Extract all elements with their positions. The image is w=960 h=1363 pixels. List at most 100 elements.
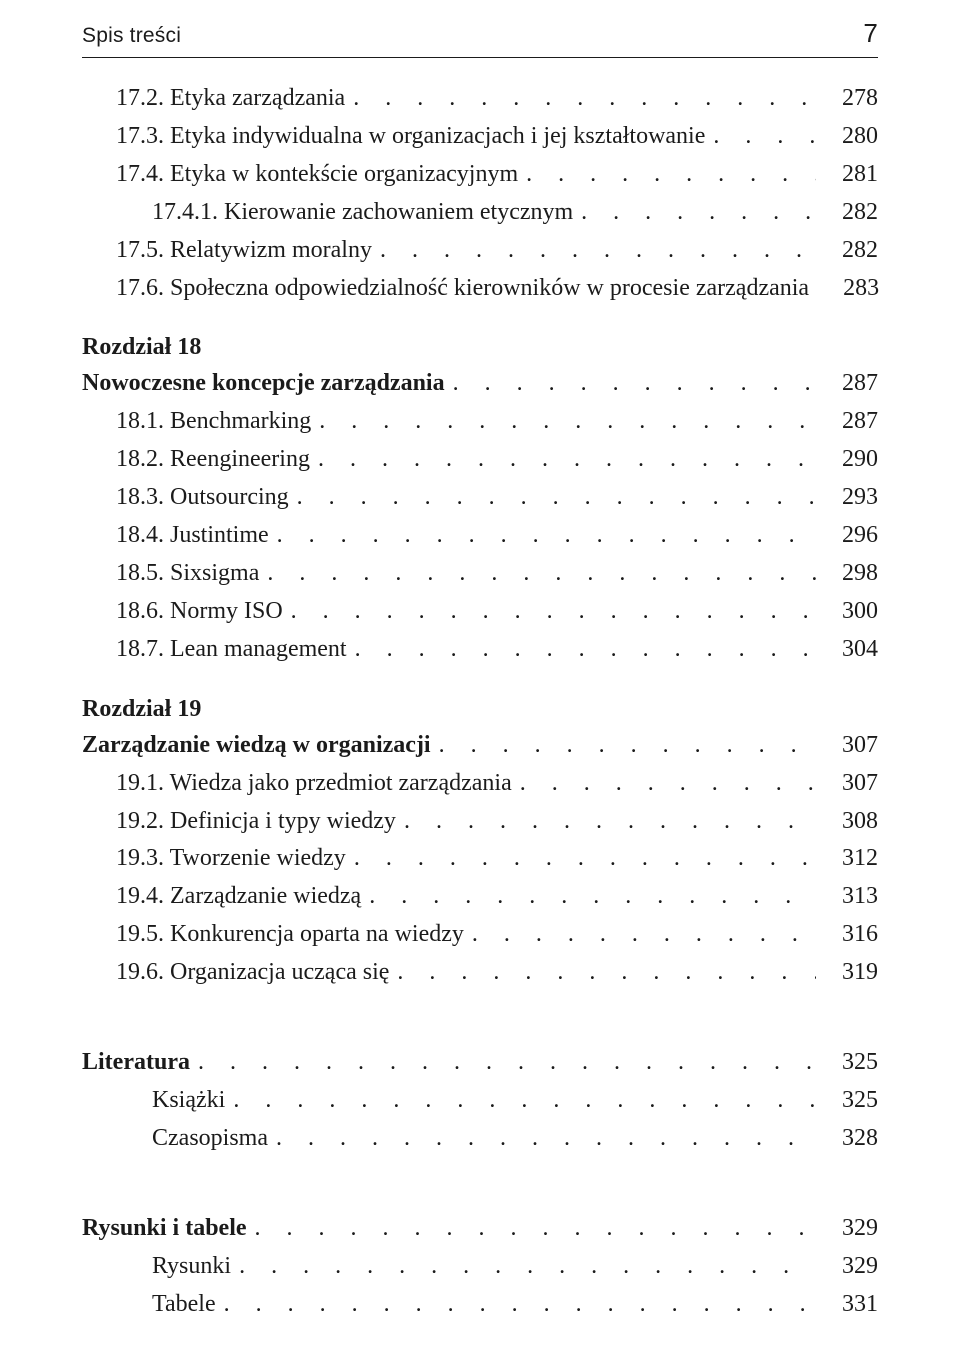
toc-entry-page: 280 xyxy=(816,118,878,156)
toc-leader-dots: . . . . . . . . . . . . . . . . . . . . … xyxy=(518,156,816,194)
toc-entry-page: 293 xyxy=(816,479,878,517)
toc-entry-label: 19.3. Tworzenie wiedzy xyxy=(116,840,346,878)
toc-block: 17.2. Etyka zarządzania. . . . . . . . .… xyxy=(82,80,878,307)
toc-entry: Rysunki. . . . . . . . . . . . . . . . .… xyxy=(82,1248,878,1286)
toc-block: Rysunki i tabele. . . . . . . . . . . . … xyxy=(82,1210,878,1324)
toc-entry-label: 18.6. Normy ISO xyxy=(116,593,283,631)
spacer xyxy=(82,1158,878,1188)
toc-entry: Czasopisma. . . . . . . . . . . . . . . … xyxy=(82,1120,878,1158)
toc-entry-label: 18.5. Sixsigma xyxy=(116,555,259,593)
toc-entry-label: Zarządzanie wiedzą w organizacji xyxy=(82,727,431,765)
toc-leader-dots: . . . . . . . . . . . . . . . . . . . . … xyxy=(268,1120,816,1158)
toc-leader-dots: . . . . . . . . . . . . . . . . . . . . … xyxy=(372,232,816,270)
toc-entry-page: 316 xyxy=(816,916,878,954)
toc-leader-dots: . . . . . . . . . . . . . . . . . . . . … xyxy=(283,593,816,631)
page: Spis treści 7 17.2. Etyka zarządzania. .… xyxy=(0,0,960,1363)
toc-entry: 18.6. Normy ISO. . . . . . . . . . . . .… xyxy=(82,593,878,631)
toc-entry-page: 300 xyxy=(816,593,878,631)
toc-entry: 17.4.1. Kierowanie zachowaniem etycznym.… xyxy=(82,194,878,232)
toc-entry-page: 313 xyxy=(816,878,878,916)
toc-entry-label: Książki xyxy=(152,1082,225,1120)
toc-leader-dots: . . . . . . . . . . . . . . . . . . . . … xyxy=(311,403,816,441)
toc-leader-dots: . . . . . . . . . . . . . . . . . . . . … xyxy=(396,803,816,841)
toc-entry-label: 19.4. Zarządzanie wiedzą xyxy=(116,878,361,916)
toc-leader-dots: . . . . . . . . . . . . . . . . . . . . … xyxy=(247,1210,816,1248)
toc-entry-page: 307 xyxy=(816,765,878,803)
section-title: Literatura. . . . . . . . . . . . . . . … xyxy=(82,1044,878,1082)
toc-leader-dots: . . . . . . . . . . . . . . . . . . . . … xyxy=(345,80,816,118)
toc-entry-label: 18.1. Benchmarking xyxy=(116,403,311,441)
toc-leader-dots: . . . . . . . . . . . . . . . . . . . . … xyxy=(431,727,816,765)
toc-entry-label: 19.6. Organizacja ucząca się xyxy=(116,954,389,992)
toc-entry: 18.3. Outsourcing. . . . . . . . . . . .… xyxy=(82,479,878,517)
toc-entry-page: 290 xyxy=(816,441,878,479)
toc-block: Literatura. . . . . . . . . . . . . . . … xyxy=(82,1044,878,1158)
spacer xyxy=(82,992,878,1022)
toc-leader-dots: . . . . . . . . . . . . . . . . . . . . … xyxy=(310,441,816,479)
toc-entry: 18.1. Benchmarking. . . . . . . . . . . … xyxy=(82,403,878,441)
toc-entry-label: 17.2. Etyka zarządzania xyxy=(116,80,345,118)
toc-entry-page: 325 xyxy=(816,1044,878,1082)
toc-entry-page: 331 xyxy=(816,1286,878,1324)
toc-leader-dots: . . . . . . . . . . . . . . . . . . . . … xyxy=(809,270,817,308)
toc-entry-label: 17.4. Etyka w kontekście organizacyjnym xyxy=(116,156,518,194)
toc-entry-page: 296 xyxy=(816,517,878,555)
running-head: Spis treści 7 xyxy=(82,18,878,49)
toc-entry: 17.2. Etyka zarządzania. . . . . . . . .… xyxy=(82,80,878,118)
toc-entry: 18.2. Reengineering. . . . . . . . . . .… xyxy=(82,441,878,479)
running-head-title: Spis treści xyxy=(82,24,181,48)
toc-entry: 19.4. Zarządzanie wiedzą. . . . . . . . … xyxy=(82,878,878,916)
toc-entry-page: 328 xyxy=(816,1120,878,1158)
chapter-title: Nowoczesne koncepcje zarządzania. . . . … xyxy=(82,365,878,403)
table-of-contents: 17.2. Etyka zarządzania. . . . . . . . .… xyxy=(82,80,878,1323)
toc-leader-dots: . . . . . . . . . . . . . . . . . . . . … xyxy=(347,631,816,669)
toc-entry-label: 19.5. Konkurencja oparta na wiedzy xyxy=(116,916,464,954)
toc-entry-page: 283 xyxy=(817,270,879,308)
toc-entry: Książki. . . . . . . . . . . . . . . . .… xyxy=(82,1082,878,1120)
toc-entry: 17.6. Społeczna odpowiedzialność kierown… xyxy=(82,270,878,308)
toc-leader-dots: . . . . . . . . . . . . . . . . . . . . … xyxy=(346,840,816,878)
chapter-title: Zarządzanie wiedzą w organizacji. . . . … xyxy=(82,727,878,765)
toc-leader-dots: . . . . . . . . . . . . . . . . . . . . … xyxy=(269,517,816,555)
toc-entry: 17.4. Etyka w kontekście organizacyjnym.… xyxy=(82,156,878,194)
toc-entry-page: 298 xyxy=(816,555,878,593)
toc-entry: 19.6. Organizacja ucząca się. . . . . . … xyxy=(82,954,878,992)
running-head-page-number: 7 xyxy=(863,18,878,49)
toc-entry-label: Rysunki i tabele xyxy=(82,1210,247,1248)
toc-entry-label: 19.2. Definicja i typy wiedzy xyxy=(116,803,396,841)
toc-entry: 19.1. Wiedza jako przedmiot zarządzania.… xyxy=(82,765,878,803)
toc-entry-label: Rysunki xyxy=(152,1248,231,1286)
toc-entry-page: 329 xyxy=(816,1248,878,1286)
chapter-heading: Rozdział 19 xyxy=(82,691,878,727)
toc-leader-dots: . . . . . . . . . . . . . . . . . . . . … xyxy=(225,1082,816,1120)
toc-entry-page: 304 xyxy=(816,631,878,669)
toc-entry-page: 281 xyxy=(816,156,878,194)
toc-entry-page: 308 xyxy=(816,803,878,841)
toc-leader-dots: . . . . . . . . . . . . . . . . . . . . … xyxy=(216,1286,816,1324)
toc-entry-label: 17.6. Społeczna odpowiedzialność kierown… xyxy=(116,270,809,308)
toc-entry: 18.7. Lean management. . . . . . . . . .… xyxy=(82,631,878,669)
toc-leader-dots: . . . . . . . . . . . . . . . . . . . . … xyxy=(259,555,816,593)
toc-entry: 18.4. Justintime. . . . . . . . . . . . … xyxy=(82,517,878,555)
chapter-heading: Rozdział 18 xyxy=(82,329,878,365)
toc-entry-label: Czasopisma xyxy=(152,1120,268,1158)
toc-leader-dots: . . . . . . . . . . . . . . . . . . . . … xyxy=(573,194,816,232)
toc-entry: 19.2. Definicja i typy wiedzy. . . . . .… xyxy=(82,803,878,841)
toc-entry: Tabele. . . . . . . . . . . . . . . . . … xyxy=(82,1286,878,1324)
toc-entry-label: Tabele xyxy=(152,1286,216,1324)
toc-entry-label: Literatura xyxy=(82,1044,190,1082)
toc-entry-page: 329 xyxy=(816,1210,878,1248)
toc-leader-dots: . . . . . . . . . . . . . . . . . . . . … xyxy=(190,1044,816,1082)
toc-leader-dots: . . . . . . . . . . . . . . . . . . . . … xyxy=(464,916,816,954)
toc-entry-label: 18.4. Justintime xyxy=(116,517,269,555)
toc-entry: 19.3. Tworzenie wiedzy. . . . . . . . . … xyxy=(82,840,878,878)
toc-leader-dots: . . . . . . . . . . . . . . . . . . . . … xyxy=(705,118,816,156)
toc-entry-page: 325 xyxy=(816,1082,878,1120)
toc-leader-dots: . . . . . . . . . . . . . . . . . . . . … xyxy=(512,765,816,803)
toc-entry-page: 282 xyxy=(816,232,878,270)
toc-entry-page: 287 xyxy=(816,403,878,441)
toc-leader-dots: . . . . . . . . . . . . . . . . . . . . … xyxy=(361,878,816,916)
toc-entry-label: Nowoczesne koncepcje zarządzania xyxy=(82,365,445,403)
toc-leader-dots: . . . . . . . . . . . . . . . . . . . . … xyxy=(289,479,816,517)
toc-leader-dots: . . . . . . . . . . . . . . . . . . . . … xyxy=(445,365,816,403)
